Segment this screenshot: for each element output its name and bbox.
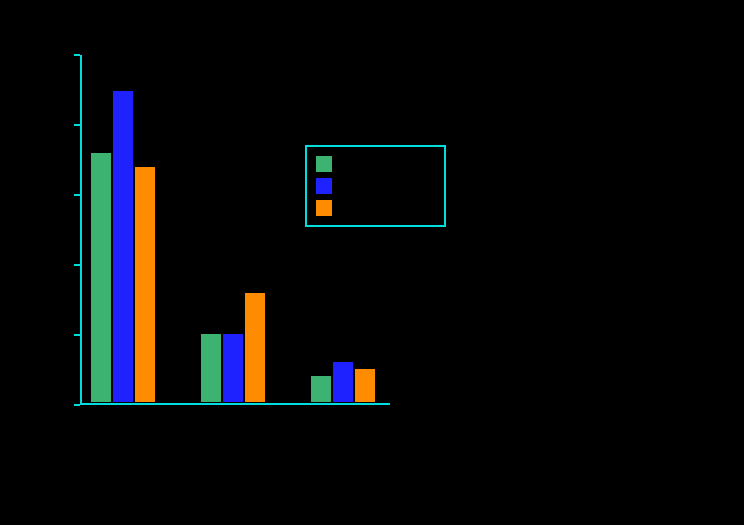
bar — [354, 368, 376, 403]
category-label: 12-19 years old — [185, 413, 282, 429]
y-tick — [74, 124, 80, 126]
category-label: 20+ years old — [301, 413, 385, 429]
bar — [310, 375, 332, 403]
legend: Jasper CountyCrosby CountyGrant County — [305, 145, 446, 227]
legend-item: Grant County — [315, 197, 434, 219]
plot-area — [80, 55, 390, 405]
y-tick — [74, 264, 80, 266]
bar — [332, 361, 354, 403]
legend-label: Crosby County — [341, 175, 434, 197]
bar — [134, 166, 156, 403]
legend-swatch — [315, 155, 333, 173]
category-label: 6-11 years old — [79, 413, 167, 429]
legend-label: Jasper County — [341, 153, 431, 175]
y-axis-title: Cases of Streptococcus — [42, 151, 59, 309]
x-axis-title: Age Group — [199, 439, 272, 456]
y-tick — [74, 404, 80, 406]
bar — [222, 333, 244, 403]
legend-item: Crosby County — [315, 175, 434, 197]
y-axis-line — [80, 55, 82, 405]
x-axis-line — [80, 403, 390, 405]
legend-swatch — [315, 199, 333, 217]
legend-item: Jasper County — [315, 153, 434, 175]
bar — [244, 292, 266, 403]
legend-swatch — [315, 177, 333, 195]
chart-container: Jasper CountyCrosby CountyGrant County A… — [0, 0, 744, 525]
y-tick — [74, 54, 80, 56]
bar — [200, 333, 222, 403]
y-tick — [74, 194, 80, 196]
legend-label: Grant County — [341, 197, 424, 219]
bar — [112, 90, 134, 403]
bar — [90, 152, 112, 403]
y-tick — [74, 334, 80, 336]
